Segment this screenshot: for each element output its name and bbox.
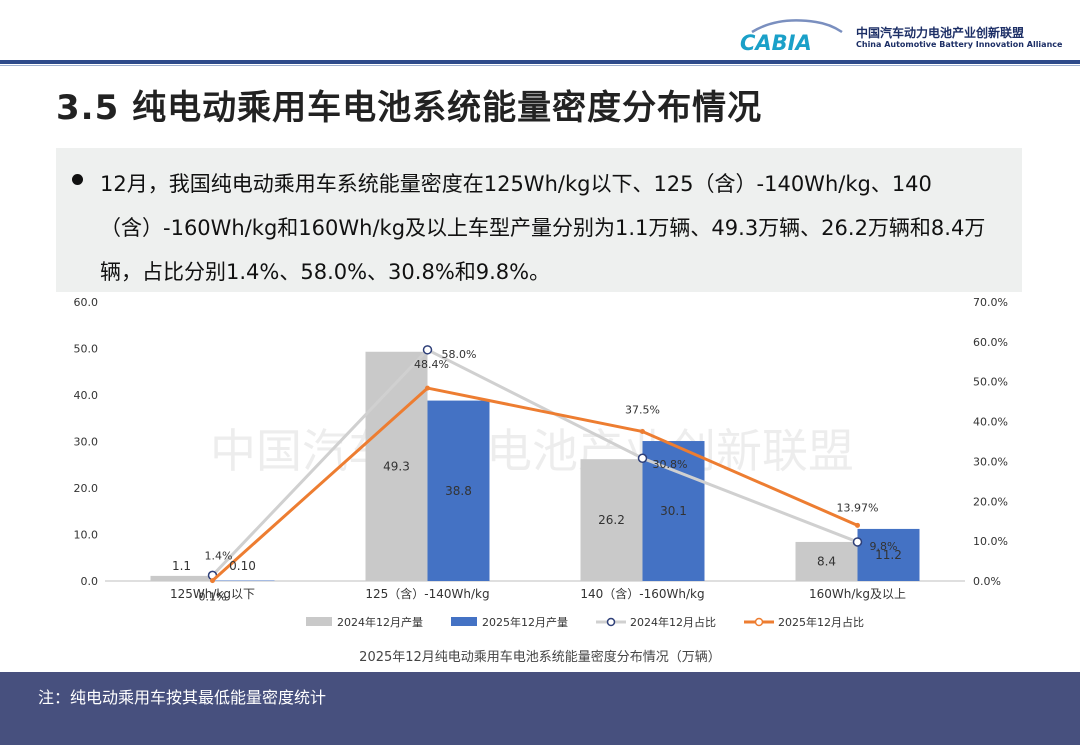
line-value-label: 37.5% <box>625 404 660 417</box>
page-title: 3.5 纯电动乘用车电池系统能量密度分布情况 <box>56 88 763 128</box>
footer-bar: 注：纯电动乘用车按其最低能量密度统计 <box>0 672 1080 745</box>
y-right-tick-label: 0.0% <box>973 575 1001 588</box>
energy-density-chart: 中国汽车动力电池产业创新联盟 0.0 10.0 20.0 30.0 40.0 50.0 60… <box>74 296 1008 665</box>
y-right-tick-label: 30.0% <box>973 455 1008 468</box>
y-right-tick-label: 60.0% <box>973 336 1008 349</box>
legend-label: 2025年12月占比 <box>778 615 864 629</box>
bar <box>795 541 858 581</box>
legend-marker <box>754 617 764 627</box>
legend-label: 2024年12月占比 <box>630 615 716 629</box>
bar <box>150 575 213 581</box>
series-marker <box>422 345 433 355</box>
bar <box>857 528 920 581</box>
org-name-en: China Automotive Battery Innovation Alli… <box>856 40 1063 49</box>
series-marker <box>852 537 863 547</box>
cabia-logo: CABIA 中国汽车动力电池产业创新联盟 China Automotive Ba… <box>738 14 1078 56</box>
bar-value-label: 30.1 <box>660 504 687 518</box>
bar-value-label: 26.2 <box>598 513 625 527</box>
line-value-label: 30.8% <box>653 458 688 471</box>
bar-value-label: 0.10 <box>229 559 256 573</box>
series-line <box>211 347 859 577</box>
series-point <box>425 385 430 391</box>
chart-title: 2025年12月纯电动乘用车电池系统能量密度分布情况（万辆） <box>359 649 721 665</box>
x-tick-label: 160Wh/kg及以上 <box>809 587 906 601</box>
y-right-tick-label: 50.0% <box>973 376 1008 389</box>
legend-swatch <box>306 617 332 626</box>
bar-value-label: 1.1 <box>172 559 191 573</box>
line-value-label: 1.4% <box>205 549 233 562</box>
line-value-label: 58.0% <box>442 348 477 361</box>
series-line <box>211 386 859 582</box>
logo-wordmark: CABIA <box>740 31 812 55</box>
watermark-text: 中国汽车动力电池产业创新联盟 <box>210 424 854 478</box>
line-value-label: 9.8% <box>870 540 898 553</box>
y-left-tick-label: 10.0 <box>74 529 99 542</box>
bar-value-label: 8.4 <box>817 554 836 568</box>
series-point <box>210 578 215 584</box>
bar <box>427 400 490 581</box>
series-point <box>855 522 860 528</box>
x-tick-label: 125Wh/kg以下 <box>170 587 255 601</box>
bullet-dot-icon <box>72 174 83 185</box>
x-tick-label: 140（含）-160Wh/kg <box>580 586 704 601</box>
summary-box: 12月，我国纯电动乘用车系统能量密度在125Wh/kg以下、125（含）-140… <box>56 148 1022 292</box>
y-right-tick-label: 40.0% <box>973 416 1008 429</box>
header-rule <box>0 60 1080 64</box>
line-value-label: 13.97% <box>837 501 879 514</box>
y-left-tick-label: 40.0 <box>74 389 99 402</box>
y-right-tick-label: 20.0% <box>973 495 1008 508</box>
y-left-tick-label: 0.0 <box>81 575 99 588</box>
cabia-logo-icon: CABIA <box>740 19 843 55</box>
footer-note: 注：纯电动乘用车按其最低能量密度统计 <box>38 688 327 707</box>
line-value-label: 48.4% <box>414 358 449 371</box>
bar <box>580 459 643 581</box>
series-marker <box>637 453 648 463</box>
y-left-tick-label: 50.0 <box>74 343 99 356</box>
bar-value-label: 49.3 <box>383 459 410 473</box>
y-right-tick-label: 70.0% <box>973 296 1008 309</box>
legend-marker <box>606 617 616 627</box>
y-left-tick-label: 60.0 <box>74 296 99 309</box>
bar <box>365 351 428 581</box>
legend-swatch <box>451 617 477 626</box>
series-point <box>640 429 645 435</box>
bar <box>642 441 705 581</box>
header-rule-thin <box>0 65 1080 66</box>
x-tick-label: 125（含）-140Wh/kg <box>365 586 489 601</box>
y-left-tick-label: 30.0 <box>74 436 99 449</box>
bar-value-label: 11.2 <box>875 548 902 562</box>
bar-value-label: 38.8 <box>445 484 472 498</box>
org-name-cn: 中国汽车动力电池产业创新联盟 <box>856 26 1025 40</box>
summary-text: 12月，我国纯电动乘用车系统能量密度在125Wh/kg以下、125（含）-140… <box>100 172 986 284</box>
y-right-tick-label: 10.0% <box>973 535 1008 548</box>
y-left-tick-label: 20.0 <box>74 482 99 495</box>
line-value-label: 0.1% <box>199 591 227 604</box>
legend-label: 2024年12月产量 <box>337 615 423 629</box>
legend-label: 2025年12月产量 <box>482 615 568 629</box>
